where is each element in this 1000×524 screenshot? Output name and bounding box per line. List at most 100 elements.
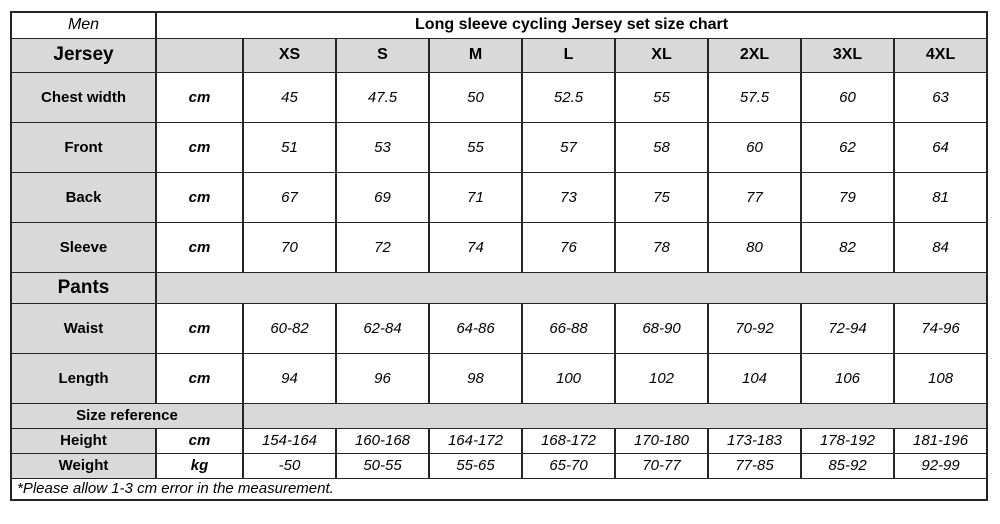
value-cell: 72: [335, 221, 430, 273]
table-row-height: Height cm 154-164 160-168 164-172 168-17…: [10, 427, 989, 454]
value-cell: 75: [614, 171, 709, 223]
value-cell: 69: [335, 171, 430, 223]
table-row-length: Length cm 94 96 98 100 102 104 106 108: [10, 352, 989, 404]
value-cell: 63: [892, 71, 989, 123]
table-row-waist: Waist cm 60-82 62-84 64-86 66-88 68-90 7…: [10, 302, 989, 354]
value-cell: 77: [707, 171, 802, 223]
value-cell: 47.5: [335, 71, 430, 123]
table-row-front: Front cm 51 53 55 57 58 60 62 64: [10, 121, 989, 173]
value-cell: 160-168: [335, 427, 430, 454]
value-cell: 50-55: [335, 452, 430, 479]
section-label-jersey: Jersey: [10, 37, 157, 73]
empty-section-cell: [154, 271, 989, 304]
value-cell: 82: [800, 221, 895, 273]
value-cell: 72-94: [800, 302, 895, 354]
value-cell: 58: [614, 121, 709, 173]
row-label: Back: [10, 171, 157, 223]
size-header-4xl: 4XL: [892, 37, 989, 73]
value-cell: 96: [335, 352, 430, 404]
row-label: Sleeve: [10, 221, 157, 273]
value-cell: 70-77: [614, 452, 709, 479]
value-cell: 67: [242, 171, 337, 223]
value-cell: 92-99: [892, 452, 989, 479]
value-cell: 68-90: [614, 302, 709, 354]
footnote-text: *Please allow 1-3 cm error in the measur…: [9, 477, 989, 501]
value-cell: 71: [428, 171, 523, 223]
table-row-back: Back cm 67 69 71 73 75 77 79 81: [10, 171, 989, 223]
empty-header-cell: [155, 37, 244, 73]
size-chart-table: Men Long sleeve cycling Jersey set size …: [9, 11, 989, 501]
chart-title: Long sleeve cycling Jersey set size char…: [154, 11, 989, 39]
value-cell: 170-180: [614, 427, 709, 454]
unit-cell: cm: [155, 427, 244, 454]
value-cell: 74: [428, 221, 523, 273]
value-cell: 45: [242, 71, 337, 123]
size-header-3xl: 3XL: [800, 37, 895, 73]
unit-cell: cm: [155, 352, 244, 404]
value-cell: 98: [428, 352, 523, 404]
value-cell: 78: [614, 221, 709, 273]
value-cell: 80: [707, 221, 802, 273]
section-label-size-reference: Size reference: [10, 402, 244, 429]
unit-cell: cm: [155, 171, 244, 223]
value-cell: 104: [707, 352, 802, 404]
footnote-row: *Please allow 1-3 cm error in the measur…: [9, 477, 989, 501]
unit-cell: cm: [155, 71, 244, 123]
value-cell: 53: [335, 121, 430, 173]
value-cell: 168-172: [521, 427, 616, 454]
table-row-chest-width: Chest width cm 45 47.5 50 52.5 55 57.5 6…: [10, 71, 989, 123]
table-row-weight: Weight kg -50 50-55 55-65 65-70 70-77 77…: [10, 452, 989, 479]
unit-cell: kg: [155, 452, 244, 479]
value-cell: 178-192: [800, 427, 895, 454]
value-cell: 100: [521, 352, 616, 404]
section-label-pants: Pants: [10, 271, 157, 304]
size-header-m: M: [428, 37, 523, 73]
value-cell: 57.5: [707, 71, 802, 123]
value-cell: 154-164: [242, 427, 337, 454]
value-cell: 70: [242, 221, 337, 273]
value-cell: 55: [614, 71, 709, 123]
jersey-header-row: Jersey XS S M L XL 2XL 3XL 4XL: [10, 37, 989, 73]
value-cell: 60: [800, 71, 895, 123]
value-cell: -50: [242, 452, 337, 479]
value-cell: 73: [521, 171, 616, 223]
men-label: Men: [10, 11, 157, 39]
value-cell: 84: [892, 221, 989, 273]
value-cell: 94: [242, 352, 337, 404]
unit-cell: cm: [155, 121, 244, 173]
unit-cell: cm: [155, 221, 244, 273]
value-cell: 181-196: [892, 427, 989, 454]
size-header-s: S: [335, 37, 430, 73]
value-cell: 57: [521, 121, 616, 173]
value-cell: 74-96: [892, 302, 989, 354]
value-cell: 60-82: [242, 302, 337, 354]
unit-cell: cm: [155, 302, 244, 354]
value-cell: 55-65: [428, 452, 523, 479]
value-cell: 173-183: [707, 427, 802, 454]
title-row: Men Long sleeve cycling Jersey set size …: [10, 11, 989, 39]
empty-section-cell: [241, 402, 989, 429]
value-cell: 70-92: [707, 302, 802, 354]
value-cell: 164-172: [428, 427, 523, 454]
value-cell: 81: [892, 171, 989, 223]
value-cell: 65-70: [521, 452, 616, 479]
row-label: Height: [10, 427, 157, 454]
value-cell: 77-85: [707, 452, 802, 479]
value-cell: 55: [428, 121, 523, 173]
value-cell: 50: [428, 71, 523, 123]
size-header-l: L: [521, 37, 616, 73]
size-header-xs: XS: [242, 37, 337, 73]
value-cell: 108: [892, 352, 989, 404]
size-header-xl: XL: [614, 37, 709, 73]
value-cell: 79: [800, 171, 895, 223]
row-label: Chest width: [10, 71, 157, 123]
pants-header-row: Pants: [10, 271, 989, 304]
value-cell: 64: [892, 121, 989, 173]
size-header-2xl: 2XL: [707, 37, 802, 73]
value-cell: 51: [242, 121, 337, 173]
value-cell: 76: [521, 221, 616, 273]
value-cell: 62-84: [335, 302, 430, 354]
row-label: Length: [10, 352, 157, 404]
value-cell: 66-88: [521, 302, 616, 354]
